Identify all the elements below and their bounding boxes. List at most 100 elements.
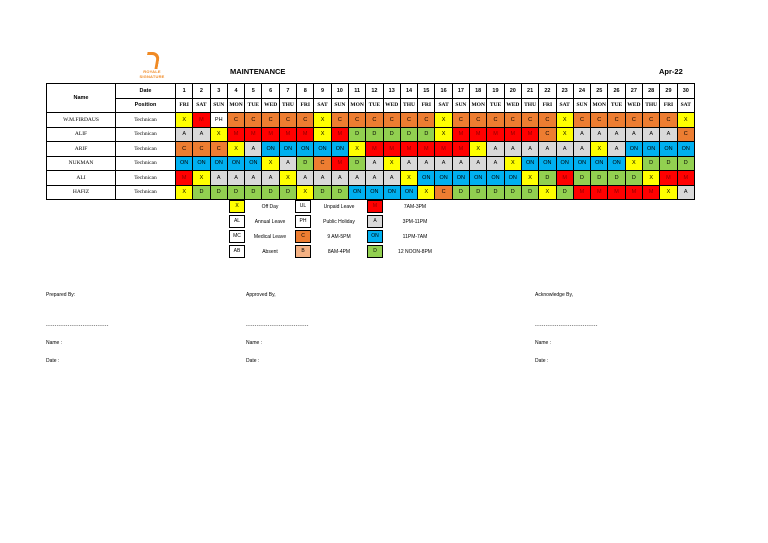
shift-cell: D: [451, 184, 471, 200]
shift-cell: M: [572, 184, 592, 200]
shift-cell: X: [296, 184, 315, 200]
shift-cell: D: [590, 170, 609, 186]
shift-cell: A: [313, 170, 332, 186]
legend-code: MC: [229, 230, 245, 243]
shift-cell: C: [330, 112, 349, 128]
staff-name: NUKMAN: [46, 155, 116, 171]
shift-cell: M: [555, 170, 574, 186]
shift-cell: A: [244, 170, 263, 186]
day-number: 3: [209, 83, 228, 99]
shift-cell: X: [642, 170, 661, 186]
shift-cell: A: [365, 170, 384, 186]
shift-cell: A: [278, 155, 298, 171]
shift-cell: M: [244, 126, 263, 142]
shift-cell: X: [347, 141, 367, 157]
day-number: 26: [607, 83, 626, 99]
day-number: 23: [555, 83, 574, 99]
legend-row: X Off Day UL Unpaid Leave M 7AM-3PM: [229, 199, 447, 214]
staff-row: ARIF Technican C C C X A ON ON ON ON ON X M M M M M M X A A A A…: [46, 141, 695, 157]
day-number: 15: [417, 83, 436, 99]
shift-cell: D: [555, 184, 574, 200]
day-number: 5: [244, 83, 263, 99]
shift-cell: X: [538, 184, 557, 200]
shift-cell: X: [624, 155, 644, 171]
staff-position: Technican: [115, 141, 176, 157]
shift-cell: M: [261, 126, 280, 142]
staff-name: HAFIZ: [46, 184, 116, 200]
shift-cell: D: [347, 126, 367, 142]
legend-row: MC Medical Leave C 9 AM-5PM ON 11PM-7AM: [229, 229, 447, 244]
day-number: 25: [590, 83, 609, 99]
weekday-label: THU: [520, 97, 540, 113]
legend-code-cell: ON: [367, 229, 383, 244]
shift-cell: M: [434, 141, 453, 157]
legend-row: AL Annual Leave PH Public Holiday A 3PM-11PM: [229, 214, 447, 229]
shift-cell: A: [174, 126, 194, 142]
day-number: 16: [434, 83, 453, 99]
legend-code: ON: [367, 230, 383, 243]
weekday-label: SUN: [572, 97, 592, 113]
shift-cell: C: [503, 112, 522, 128]
shift-cell: D: [192, 184, 211, 200]
weekday-label: MON: [590, 97, 609, 113]
shift-cell: C: [659, 112, 678, 128]
shift-cell: X: [659, 184, 678, 200]
legend-code-cell: D: [367, 244, 383, 259]
weekday-label: WED: [503, 97, 522, 113]
legend-desc: Unpaid Leave: [323, 203, 355, 210]
shift-cell: X: [434, 126, 453, 142]
legend-code-cell: AL: [229, 214, 245, 229]
staff-name: ALI: [46, 170, 116, 186]
weekday-label: TUE: [607, 97, 626, 113]
legend-code: X: [229, 200, 245, 213]
shift-cell: A: [607, 141, 626, 157]
header-row-weekdays: Position FRI SAT SUN MON TUE WED THU FRI SAT SUN MO…: [47, 97, 695, 113]
shift-cell: X: [313, 112, 332, 128]
day-number: 8: [296, 83, 315, 99]
shift-cell: D: [313, 184, 332, 200]
shift-cell: ON: [174, 155, 194, 171]
shift-cell: D: [572, 170, 592, 186]
day-number: 4: [226, 83, 246, 99]
shift-cell: M: [174, 170, 194, 186]
legend-desc: Annual Leave: [254, 218, 286, 225]
shift-cell: ON: [313, 141, 332, 157]
shift-cell: X: [313, 126, 332, 142]
shift-cell: ON: [226, 155, 246, 171]
shift-cell: ON: [538, 155, 557, 171]
shift-cell: X: [590, 141, 609, 157]
legend-code-cell: X: [229, 199, 245, 214]
shift-cell: D: [226, 184, 246, 200]
shift-cell: D: [417, 126, 436, 142]
day-number: 30: [676, 83, 695, 99]
shift-cell: D: [538, 170, 557, 186]
shift-cell: M: [226, 126, 246, 142]
shift-cell: M: [624, 184, 644, 200]
shift-cell: A: [642, 126, 661, 142]
day-number: 7: [278, 83, 298, 99]
legend-code-cell: MC: [229, 229, 245, 244]
shift-cell: C: [676, 126, 695, 142]
shift-cell: A: [365, 155, 384, 171]
legend-code: UL: [295, 200, 311, 213]
shift-cell: C: [192, 141, 211, 157]
shift-cell: C: [313, 155, 332, 171]
legend-desc: Medical Leave: [253, 233, 287, 240]
shift-cell: ON: [624, 141, 644, 157]
shift-cell: X: [226, 141, 246, 157]
shift-cell: M: [365, 141, 384, 157]
shift-cell: D: [261, 184, 280, 200]
shift-cell: C: [226, 112, 246, 128]
shift-cell: C: [174, 141, 194, 157]
weekday-label: SUN: [209, 97, 228, 113]
shift-cell: ON: [278, 141, 298, 157]
shift-cell: X: [174, 112, 194, 128]
shift-cell: A: [244, 141, 263, 157]
shift-cell: PH: [209, 112, 228, 128]
shift-cell: X: [434, 112, 453, 128]
shift-cell: X: [520, 170, 540, 186]
shift-cell: D: [209, 184, 228, 200]
legend-desc: 8AM-4PM: [327, 248, 351, 255]
shift-cell: C: [572, 112, 592, 128]
shift-cell: D: [296, 155, 315, 171]
